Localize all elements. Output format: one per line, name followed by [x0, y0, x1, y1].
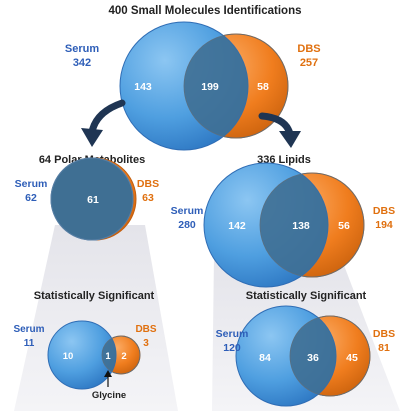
lipids-dbs-outline — [259, 172, 365, 278]
polar-sig-overlap-region — [102, 336, 116, 374]
polar-serum-label: Serum — [15, 178, 48, 190]
glycine-callout: Glycine — [92, 390, 126, 401]
lipids-shared-count: 138 — [292, 220, 310, 232]
top-title: 400 Small Molecules Identifications — [108, 5, 301, 17]
top-dbs-only-count: 58 — [257, 81, 269, 93]
polar-dbs-total: 63 — [142, 192, 154, 204]
polar-sig-dbs-label: DBS — [135, 324, 156, 335]
lipids-serum-only-count: 142 — [228, 220, 246, 232]
lipids-dbs-label: DBS — [373, 205, 395, 217]
polar-sig-serum-total: 11 — [24, 338, 35, 349]
polar-sig-title: Statistically Significant — [34, 290, 155, 302]
lipids-dbs-total: 194 — [375, 219, 393, 231]
lipid-sig-dbs-label: DBS — [373, 328, 395, 340]
lipids-serum-label: Serum — [171, 205, 204, 217]
top-serum-total: 342 — [73, 57, 91, 69]
polar-sig-serum-only-count: 10 — [63, 351, 74, 362]
lipid-sig-serum-only-count: 84 — [259, 352, 271, 364]
polar-sig-shared-count: 1 — [105, 351, 111, 362]
polar-sig-serum-label: Serum — [13, 324, 44, 335]
top-overlap-region — [184, 34, 248, 138]
lipid-sig-dbs-outline — [289, 315, 371, 397]
lipids-overlap-region — [260, 173, 328, 277]
polar-serum-total: 62 — [25, 192, 37, 204]
lipid-sig-shared-count: 36 — [307, 352, 319, 364]
polar-dbs-label: DBS — [137, 178, 159, 190]
lipids-serum-total: 280 — [178, 219, 196, 231]
top-dbs-outline — [183, 33, 289, 139]
glycine-pointer-arrow-icon — [104, 370, 112, 387]
polar-sig-dbs-total: 3 — [143, 338, 149, 349]
lipid-sig-dbs-only-count: 45 — [346, 352, 358, 364]
lipid-sig-overlap-region — [290, 316, 336, 396]
lipid-sig-serum-total: 120 — [223, 342, 241, 354]
top-serum-label: Serum — [65, 43, 99, 55]
polar-sig-dbs-only-count: 2 — [121, 351, 126, 362]
top-dbs-label: DBS — [297, 43, 320, 55]
top-serum-only-count: 143 — [134, 81, 152, 93]
lipids-dbs-only-count: 56 — [338, 220, 350, 232]
lipid-sig-dbs-total: 81 — [378, 342, 390, 354]
polar-sig-dbs-outline — [101, 335, 141, 375]
top-shared-count: 199 — [201, 81, 219, 93]
top-dbs-total: 257 — [300, 57, 318, 69]
lipid-sig-title: Statistically Significant — [246, 290, 367, 302]
arrow-to-polar-icon — [81, 99, 126, 147]
polar-overlap-outline — [50, 157, 134, 241]
polar-shared-count: 61 — [87, 194, 99, 206]
lipid-sig-serum-label: Serum — [216, 328, 249, 340]
arrow-to-lipids-icon — [258, 112, 301, 148]
